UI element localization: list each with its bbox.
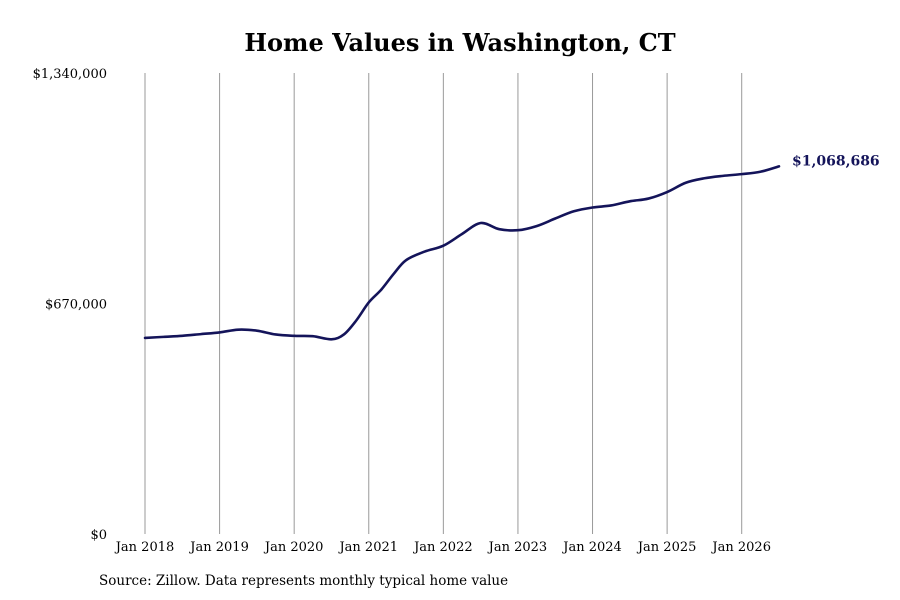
y-tick-label: $670,000 (45, 298, 107, 313)
y-axis: $0 $670,000 $1,340,000 (33, 67, 107, 543)
grid-lines (144, 73, 743, 534)
x-tick-label: Jan 2021 (337, 540, 398, 555)
chart-title: Home Values in Washington, CT (244, 28, 675, 57)
x-axis: Jan 2018 Jan 2019 Jan 2020 Jan 2021 Jan 2022… (114, 540, 771, 555)
end-value-label: $1,068,686 (792, 153, 880, 169)
series-group (143, 165, 781, 341)
source-note: Source: Zillow. Data represents monthly … (99, 573, 509, 589)
x-tick-label: Jan 2020 (263, 540, 324, 555)
x-tick-label: Jan 2024 (561, 540, 622, 555)
x-tick-label: Jan 2025 (636, 540, 697, 555)
series-line (143, 165, 781, 341)
x-tick-label: Jan 2018 (114, 540, 175, 555)
x-tick-label: Jan 2023 (487, 540, 548, 555)
x-tick-label: Jan 2026 (710, 540, 771, 555)
y-tick-label: $1,340,000 (33, 67, 107, 82)
y-tick-label: $0 (90, 528, 107, 543)
x-tick-label: Jan 2019 (188, 540, 249, 555)
x-tick-label: Jan 2022 (412, 540, 473, 555)
